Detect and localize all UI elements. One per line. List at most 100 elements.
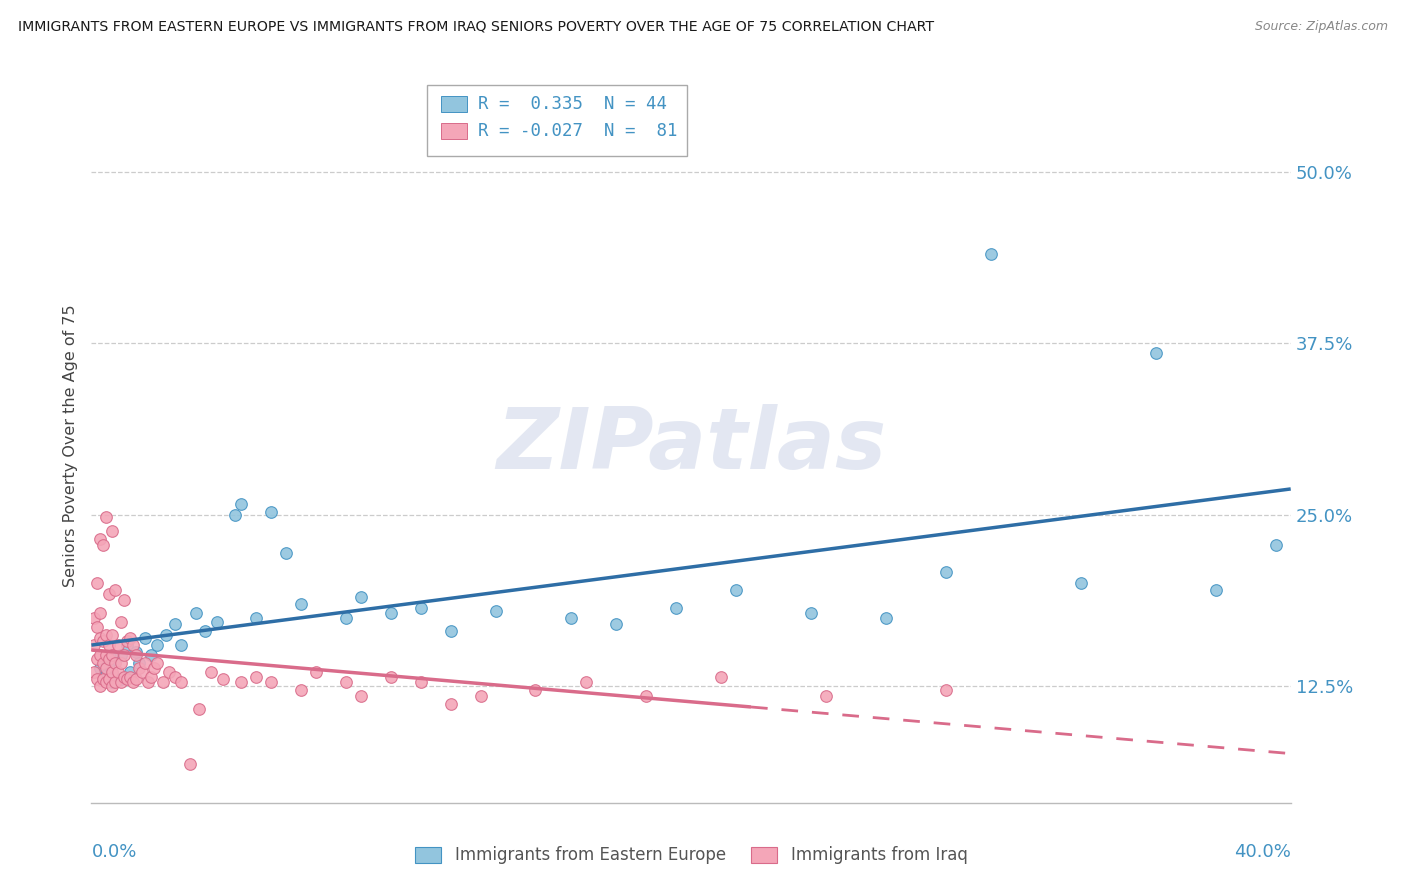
Point — [980, 247, 1002, 261]
Point — [93, 656, 115, 670]
Point — [120, 631, 142, 645]
Point — [112, 592, 135, 607]
Point — [86, 673, 108, 687]
Point — [335, 675, 357, 690]
Point — [194, 624, 217, 639]
Point — [86, 651, 108, 665]
Point — [107, 638, 129, 652]
Text: R =  0.335  N = 44: R = 0.335 N = 44 — [478, 95, 666, 113]
Text: 40.0%: 40.0% — [1234, 843, 1291, 861]
Point — [122, 675, 145, 690]
Point — [440, 697, 463, 711]
Text: ZIPatlas: ZIPatlas — [496, 404, 886, 488]
Point — [186, 607, 208, 621]
Point — [1264, 538, 1286, 552]
Point — [560, 610, 582, 624]
Point — [101, 524, 124, 538]
Point — [146, 656, 169, 670]
Point — [575, 675, 598, 690]
Point — [110, 615, 132, 629]
Point — [89, 533, 111, 547]
Point — [350, 590, 373, 604]
Point — [134, 656, 156, 670]
Point — [212, 673, 235, 687]
Point — [96, 510, 118, 524]
Point — [935, 566, 957, 580]
Point — [89, 607, 111, 621]
Point — [96, 661, 118, 675]
Point — [188, 702, 211, 716]
Point — [155, 628, 177, 642]
Point — [104, 656, 127, 670]
Point — [104, 675, 127, 690]
Point — [207, 615, 229, 629]
Point — [170, 638, 193, 652]
Point — [128, 656, 150, 670]
Point — [290, 597, 312, 611]
Point — [112, 669, 135, 683]
Point — [134, 631, 156, 645]
Point — [93, 633, 115, 648]
Point — [245, 610, 267, 624]
Point — [120, 665, 142, 680]
Point — [380, 607, 402, 621]
Point — [89, 679, 111, 693]
Point — [125, 648, 148, 662]
Point — [143, 661, 166, 675]
Point — [101, 628, 124, 642]
Point — [110, 675, 132, 690]
Point — [89, 661, 111, 675]
Text: 0.0%: 0.0% — [91, 843, 136, 861]
Point — [141, 669, 163, 683]
Point — [1144, 345, 1167, 359]
Point — [89, 648, 111, 662]
Point — [101, 679, 124, 693]
Point — [96, 628, 118, 642]
Point — [117, 673, 139, 687]
Point — [260, 675, 283, 690]
Point — [117, 638, 139, 652]
Point — [411, 601, 433, 615]
Point — [157, 665, 180, 680]
Text: IMMIGRANTS FROM EASTERN EUROPE VS IMMIGRANTS FROM IRAQ SENIORS POVERTY OVER THE : IMMIGRANTS FROM EASTERN EUROPE VS IMMIGR… — [18, 20, 935, 34]
Point — [485, 604, 508, 618]
Point — [86, 576, 108, 591]
Y-axis label: Seniors Poverty Over the Age of 75: Seniors Poverty Over the Age of 75 — [62, 305, 77, 587]
Point — [122, 638, 145, 652]
Point — [110, 673, 132, 687]
Point — [101, 675, 124, 690]
Point — [524, 683, 547, 698]
Point — [1205, 583, 1227, 598]
Point — [83, 665, 105, 680]
Point — [107, 665, 129, 680]
Point — [276, 546, 298, 560]
Point — [605, 617, 627, 632]
Point — [290, 683, 312, 698]
Point — [231, 497, 253, 511]
Point — [96, 668, 118, 682]
Point — [110, 648, 132, 662]
Point — [125, 645, 148, 659]
Point — [724, 583, 747, 598]
Point — [112, 648, 135, 662]
Point — [98, 673, 121, 687]
Point — [96, 675, 118, 690]
Text: Source: ZipAtlas.com: Source: ZipAtlas.com — [1254, 20, 1388, 33]
Point — [935, 683, 957, 698]
Point — [335, 610, 357, 624]
Point — [101, 665, 124, 680]
Point — [411, 675, 433, 690]
Point — [179, 757, 201, 772]
Point — [125, 673, 148, 687]
Point — [305, 665, 328, 680]
Point — [875, 610, 897, 624]
Point — [245, 669, 267, 683]
Point — [131, 665, 153, 680]
Point — [1070, 576, 1092, 591]
Point — [636, 689, 658, 703]
Point — [665, 601, 688, 615]
Point — [350, 689, 373, 703]
Point — [440, 624, 463, 639]
Point — [165, 617, 187, 632]
Point — [104, 583, 127, 598]
